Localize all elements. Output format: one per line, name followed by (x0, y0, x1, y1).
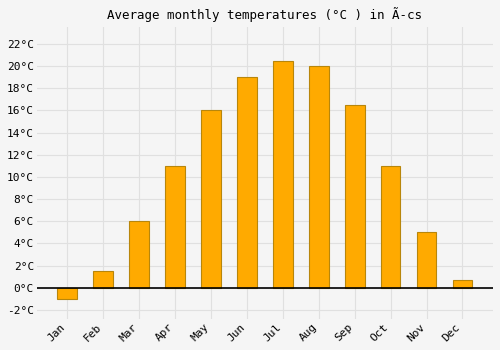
Bar (237, 77, 257, 288)
Bar (58, 288, 77, 299)
Bar (452, 280, 472, 288)
Bar (380, 166, 400, 288)
Bar (416, 232, 436, 288)
Bar (345, 105, 364, 288)
Title: Average monthly temperatures (°C ) in Ã­cs: Average monthly temperatures (°C ) in Ã­… (108, 7, 422, 22)
Bar (309, 66, 328, 288)
Bar (130, 221, 149, 288)
Bar (201, 110, 221, 288)
Bar (273, 61, 292, 288)
Bar (165, 166, 185, 288)
Bar (94, 271, 113, 288)
